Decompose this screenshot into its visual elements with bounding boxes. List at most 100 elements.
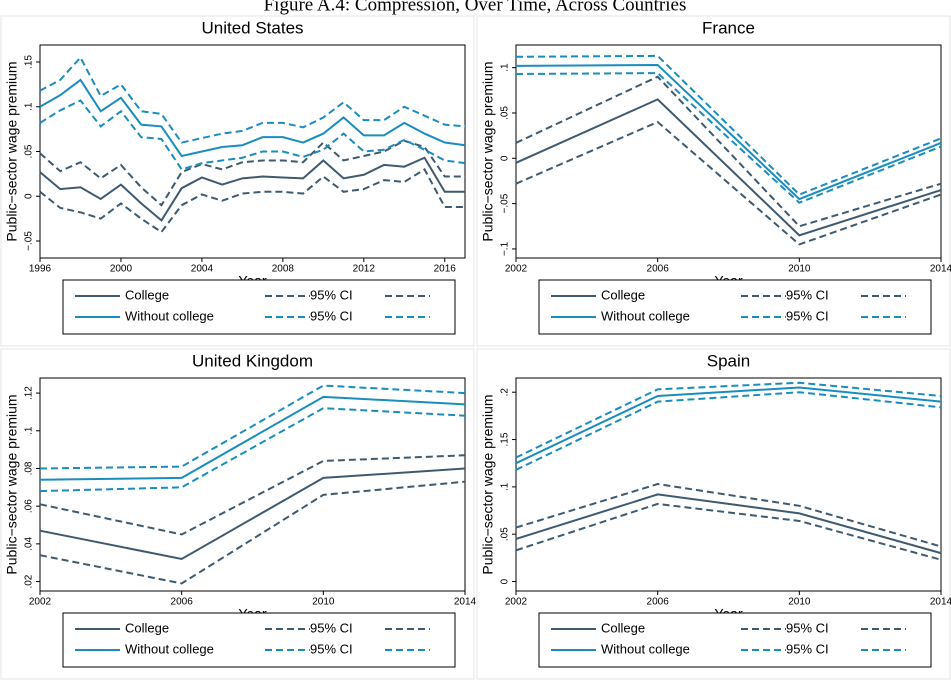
series-line bbox=[39, 78, 466, 158]
y-tick-label: .2 bbox=[500, 388, 511, 397]
y-axis-title: Public−sector wage premium bbox=[4, 394, 20, 574]
y-tick-label: 0 bbox=[24, 193, 35, 199]
y-tick-label: .1 bbox=[500, 482, 511, 491]
series-line bbox=[515, 483, 942, 548]
panel-title: United States bbox=[201, 18, 303, 37]
series-line bbox=[515, 98, 942, 237]
x-tick-label: 2010 bbox=[312, 597, 335, 608]
y-axis-title: Public−sector wage premium bbox=[4, 61, 20, 241]
series-line bbox=[39, 480, 466, 585]
panel-title: France bbox=[702, 18, 755, 37]
x-tick-label: 1996 bbox=[29, 264, 52, 275]
y-tick-label: .12 bbox=[24, 386, 35, 400]
y-tick-label: .05 bbox=[500, 527, 511, 541]
y-tick-label: −.05 bbox=[500, 193, 511, 213]
x-tick-label: 2012 bbox=[353, 264, 376, 275]
legend-label: 95% CI bbox=[786, 641, 829, 656]
figure-title: Figure A.4: Compression, Over Time, Acro… bbox=[264, 0, 687, 15]
y-tick-label: .05 bbox=[500, 106, 511, 120]
legend-label: 95% CI bbox=[310, 287, 353, 302]
legend-box bbox=[538, 612, 932, 668]
series-line bbox=[39, 99, 466, 171]
panel: Spain0.05.1.15.22002200620102014YearPubl… bbox=[476, 348, 951, 680]
series-line bbox=[39, 167, 465, 234]
x-tick-label: 2006 bbox=[171, 597, 194, 608]
series-line bbox=[39, 454, 466, 536]
series-line bbox=[39, 407, 466, 493]
series-line bbox=[515, 72, 942, 204]
series-line bbox=[39, 55, 466, 144]
legend-label: 95% CI bbox=[310, 308, 353, 323]
x-tick-label: 2004 bbox=[191, 264, 214, 275]
y-tick-label: .02 bbox=[24, 574, 35, 588]
y-tick-label: .15 bbox=[24, 55, 35, 69]
x-tick-label: 2002 bbox=[505, 597, 528, 608]
x-tick-label: 2014 bbox=[930, 264, 951, 275]
x-tick-label: 2006 bbox=[647, 597, 670, 608]
legend-label: College bbox=[125, 287, 169, 302]
y-tick-label: −.1 bbox=[500, 241, 511, 256]
y-tick-label: .04 bbox=[24, 536, 35, 550]
legend-label: College bbox=[601, 620, 645, 635]
x-tick-label: 2002 bbox=[505, 264, 528, 275]
y-tick-label: 0 bbox=[500, 155, 511, 161]
x-tick-label: 2002 bbox=[29, 597, 52, 608]
y-tick-label: −.05 bbox=[24, 231, 35, 251]
legend-label: Without college bbox=[601, 308, 690, 323]
panel: United States −.05 0 .05 .1 .15 1996 2000 2004 20… bbox=[0, 15, 475, 347]
x-tick-label: 2016 bbox=[434, 264, 457, 275]
legend-label: Without college bbox=[601, 641, 690, 656]
legend-label: 95% CI bbox=[786, 287, 829, 302]
x-tick-label: 2008 bbox=[272, 264, 295, 275]
plot-area bbox=[515, 44, 942, 259]
series-line bbox=[515, 54, 942, 196]
legend-label: College bbox=[601, 287, 645, 302]
x-tick-label: 2010 bbox=[788, 264, 811, 275]
series-line bbox=[39, 156, 465, 222]
y-axis-title: Public−sector wage premium bbox=[480, 394, 496, 574]
legend-box bbox=[62, 612, 456, 668]
panel-title: United Kingdom bbox=[192, 351, 313, 370]
legend-box bbox=[62, 279, 456, 335]
y-tick-label: .06 bbox=[24, 499, 35, 513]
x-tick-label: 2000 bbox=[110, 264, 133, 275]
panel: France−.1−.050.05.12002200620102014YearP… bbox=[476, 15, 951, 347]
series-line bbox=[515, 391, 942, 471]
series-line bbox=[39, 384, 466, 470]
panel: United Kingdom .02 .04 .06 .08 .1 .12 2002 2006 2… bbox=[0, 348, 477, 680]
legend-label: 95% CI bbox=[310, 620, 353, 635]
legend-label: 95% CI bbox=[310, 641, 353, 656]
y-axis-title: Public−sector wage premium bbox=[480, 61, 496, 241]
series-line bbox=[515, 381, 942, 459]
y-tick-label: .1 bbox=[24, 102, 35, 111]
series-line bbox=[515, 120, 942, 246]
series-line bbox=[39, 139, 465, 207]
plot-area bbox=[515, 377, 942, 592]
series-line bbox=[515, 386, 942, 465]
x-tick-label: 2014 bbox=[454, 597, 477, 608]
legend-label: 95% CI bbox=[786, 620, 829, 635]
y-tick-label: .05 bbox=[24, 144, 35, 158]
y-tick-label: .08 bbox=[24, 461, 35, 475]
series-line bbox=[515, 493, 942, 555]
x-tick-label: 2014 bbox=[930, 597, 951, 608]
legend-label: Without college bbox=[125, 641, 214, 656]
y-tick-label: .15 bbox=[500, 432, 511, 446]
panel-title: Spain bbox=[707, 351, 750, 370]
x-tick-label: 2006 bbox=[647, 264, 670, 275]
y-tick-label: .1 bbox=[24, 426, 35, 435]
series-line bbox=[515, 502, 942, 561]
y-tick-label: 0 bbox=[500, 578, 511, 584]
legend-label: 95% CI bbox=[786, 308, 829, 323]
legend-label: College bbox=[125, 620, 169, 635]
legend-label: Without college bbox=[125, 308, 214, 323]
legend-box bbox=[538, 279, 932, 335]
series-line bbox=[515, 75, 942, 228]
series-line bbox=[39, 467, 466, 561]
plot-area bbox=[39, 377, 466, 592]
x-tick-label: 2010 bbox=[788, 597, 811, 608]
y-tick-label: .1 bbox=[500, 63, 511, 72]
series-line bbox=[39, 395, 466, 481]
series-line bbox=[515, 63, 942, 201]
